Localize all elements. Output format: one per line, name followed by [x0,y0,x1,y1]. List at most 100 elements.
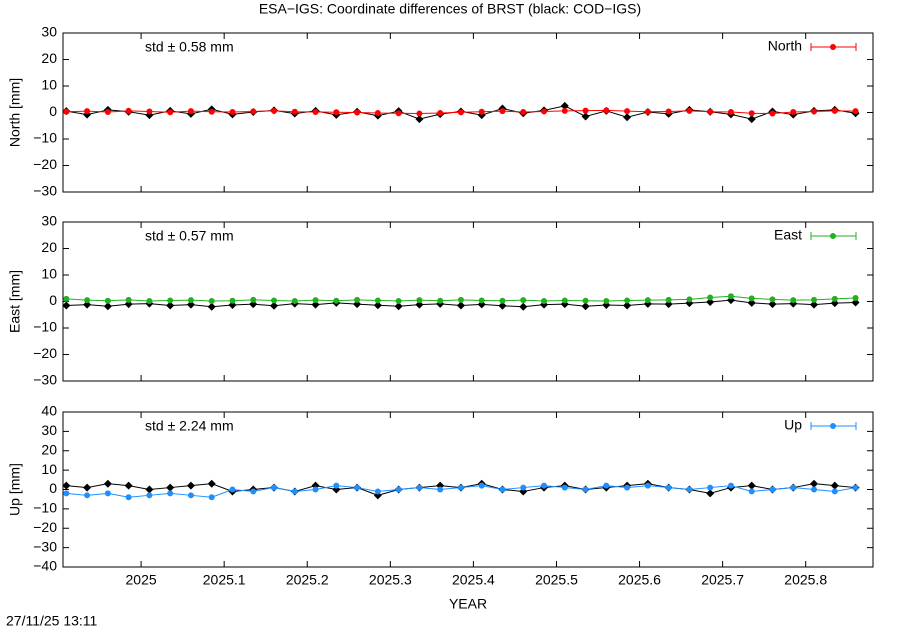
point [395,486,402,493]
y-tick-label: 0 [49,292,57,308]
point [664,300,673,309]
point [499,108,506,115]
point [706,298,715,307]
point [686,486,693,493]
y-tick-label: 20 [41,441,57,457]
point [208,297,215,304]
point [790,297,797,304]
point [63,108,70,115]
point [250,488,257,495]
point [208,494,215,501]
point [146,297,153,304]
point [249,300,258,309]
point [395,297,402,304]
point [167,297,174,304]
point [84,297,91,304]
point [478,482,485,489]
point [416,297,423,304]
point [354,484,361,491]
x-tick-label: 2025.6 [618,572,661,588]
point [312,108,319,115]
point [145,485,154,494]
point [333,482,340,489]
point [229,297,236,304]
point [271,484,278,491]
point [270,301,279,310]
point [727,108,734,115]
point [748,110,755,117]
annotation: std ± 0.58 mm [145,39,234,55]
point [686,107,693,114]
point [852,484,859,491]
point [124,300,133,309]
point [394,302,403,311]
point [124,481,133,490]
point [104,297,111,304]
point [311,300,320,309]
y-tick-label: 10 [41,266,57,282]
point [271,107,278,114]
y-tick-label: 30 [41,24,57,40]
point [561,484,568,491]
point [478,108,485,115]
point [125,107,132,114]
point [187,297,194,304]
legend-swatch [830,44,836,50]
point [603,482,610,489]
point [831,107,838,114]
point [747,481,756,490]
point [499,486,506,493]
x-axis-label: YEAR [449,596,487,612]
point [603,297,610,304]
point [374,488,381,495]
y-tick-label: 0 [49,103,57,119]
point [831,488,838,495]
point [582,107,589,114]
point [125,296,132,303]
point [852,108,859,115]
point [706,489,715,498]
y-tick-label: 30 [41,422,57,438]
point [581,302,590,311]
point [186,300,195,309]
y-tick-label: 0 [49,480,57,496]
legend-swatch [830,423,836,429]
annotation: std ± 0.57 mm [145,228,234,244]
point [811,108,818,115]
point [63,490,70,497]
point [624,297,631,304]
point [291,488,298,495]
point [457,109,464,116]
point [769,110,776,117]
point [374,297,381,304]
point [312,486,319,493]
y-axis-label: East [mm] [7,270,23,333]
point [769,296,776,303]
point [541,297,548,304]
point [707,484,714,491]
point [810,300,819,309]
point [374,110,381,117]
point [790,484,797,491]
point [748,295,755,302]
point [416,484,423,491]
y-tick-label: 40 [41,403,57,419]
point [63,295,70,302]
point [229,486,236,493]
point [207,479,216,488]
point [541,482,548,489]
point [354,296,361,303]
y-tick-label: 10 [41,77,57,93]
y-tick-label: 20 [41,50,57,66]
point [437,297,444,304]
point [603,107,610,114]
point [166,483,175,492]
point [748,488,755,495]
point [624,484,631,491]
y-tick-label: −10 [33,130,57,146]
point [644,108,651,115]
point [519,302,528,311]
footer: 27/11/25 13:11 [6,613,98,629]
y-tick-label: −20 [33,156,57,172]
